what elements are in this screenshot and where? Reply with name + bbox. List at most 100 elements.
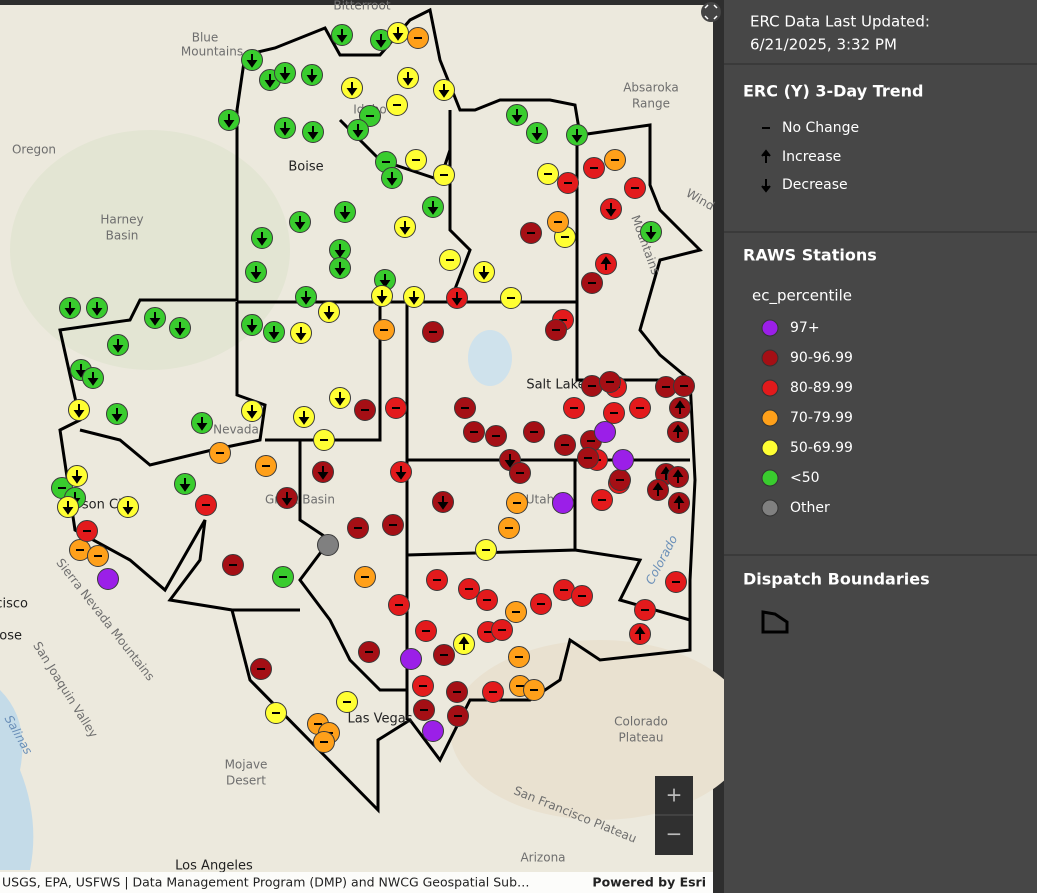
station-marker[interactable] (537, 163, 559, 185)
station-marker[interactable] (289, 211, 311, 233)
station-marker[interactable] (174, 473, 196, 495)
station-marker[interactable] (595, 253, 617, 275)
station-marker[interactable] (397, 67, 419, 89)
station-marker[interactable] (68, 399, 90, 421)
station-marker[interactable] (591, 489, 613, 511)
station-marker[interactable] (218, 109, 240, 131)
station-marker[interactable] (426, 569, 448, 591)
station-marker[interactable] (667, 421, 689, 443)
station-marker[interactable] (604, 149, 626, 171)
station-marker[interactable] (86, 297, 108, 319)
station-marker[interactable] (446, 681, 468, 703)
station-marker[interactable] (354, 566, 376, 588)
station-marker[interactable] (482, 681, 504, 703)
station-marker[interactable] (563, 397, 585, 419)
station-marker[interactable] (505, 601, 527, 623)
station-marker[interactable] (476, 589, 498, 611)
station-marker[interactable] (144, 307, 166, 329)
station-marker[interactable] (433, 644, 455, 666)
station-marker[interactable] (317, 534, 339, 556)
station-marker[interactable] (667, 466, 689, 488)
fullscreen-button[interactable] (701, 2, 721, 22)
station-marker[interactable] (318, 301, 340, 323)
station-marker[interactable] (463, 421, 485, 443)
station-marker[interactable] (97, 568, 119, 590)
station-marker[interactable] (655, 376, 677, 398)
station-marker[interactable] (209, 442, 231, 464)
station-marker[interactable] (453, 633, 475, 655)
station-marker[interactable] (432, 491, 454, 513)
station-marker[interactable] (458, 578, 480, 600)
station-marker[interactable] (312, 461, 334, 483)
station-marker[interactable] (475, 539, 497, 561)
station-marker[interactable] (491, 619, 513, 641)
station-marker[interactable] (373, 319, 395, 341)
station-marker[interactable] (647, 479, 669, 501)
station-marker[interactable] (290, 322, 312, 344)
zoom-in[interactable]: + (666, 783, 683, 807)
station-marker[interactable] (447, 705, 469, 727)
station-marker[interactable] (241, 400, 263, 422)
station-marker[interactable] (276, 487, 298, 509)
station-marker[interactable] (415, 620, 437, 642)
station-marker[interactable] (629, 397, 651, 419)
station-marker[interactable] (413, 699, 435, 721)
station-marker[interactable] (612, 449, 634, 471)
station-marker[interactable] (251, 227, 273, 249)
station-marker[interactable] (169, 317, 191, 339)
station-marker[interactable] (545, 319, 567, 341)
station-marker[interactable] (387, 22, 409, 44)
station-marker[interactable] (107, 334, 129, 356)
station-marker[interactable] (272, 566, 294, 588)
station-marker[interactable] (634, 599, 656, 621)
station-marker[interactable] (506, 492, 528, 514)
station-marker[interactable] (295, 286, 317, 308)
station-marker[interactable] (106, 403, 128, 425)
station-marker[interactable] (354, 399, 376, 421)
station-marker[interactable] (245, 261, 267, 283)
station-marker[interactable] (439, 249, 461, 271)
station-marker[interactable] (358, 641, 380, 663)
station-marker[interactable] (407, 27, 429, 49)
station-marker[interactable] (313, 429, 335, 451)
station-marker[interactable] (640, 221, 662, 243)
station-marker[interactable] (381, 167, 403, 189)
station-marker[interactable] (329, 257, 351, 279)
station-marker[interactable] (594, 421, 616, 443)
station-marker[interactable] (446, 287, 468, 309)
station-marker[interactable] (222, 554, 244, 576)
station-marker[interactable] (624, 177, 646, 199)
station-marker[interactable] (629, 623, 651, 645)
station-marker[interactable] (422, 196, 444, 218)
station-marker[interactable] (57, 496, 79, 518)
station-marker[interactable] (422, 321, 444, 343)
station-marker[interactable] (400, 648, 422, 670)
station-marker[interactable] (509, 462, 531, 484)
station-marker[interactable] (403, 286, 425, 308)
station-marker[interactable] (334, 201, 356, 223)
station-marker[interactable] (191, 412, 213, 434)
station-marker[interactable] (331, 24, 353, 46)
station-marker[interactable] (599, 371, 621, 393)
station-marker[interactable] (76, 520, 98, 542)
station-marker[interactable] (547, 211, 569, 233)
station-marker[interactable] (293, 406, 315, 428)
zoom-out[interactable]: − (666, 822, 683, 846)
station-marker[interactable] (520, 222, 542, 244)
station-marker[interactable] (473, 261, 495, 283)
station-marker[interactable] (347, 119, 369, 141)
station-marker[interactable] (359, 105, 381, 127)
station-marker[interactable] (526, 122, 548, 144)
station-marker[interactable] (609, 469, 631, 491)
station-marker[interactable] (581, 272, 603, 294)
station-marker[interactable] (274, 117, 296, 139)
station-marker[interactable] (603, 402, 625, 424)
station-marker[interactable] (250, 658, 272, 680)
station-marker[interactable] (195, 494, 217, 516)
station-marker[interactable] (274, 62, 296, 84)
station-marker[interactable] (405, 149, 427, 171)
station-marker[interactable] (600, 198, 622, 220)
station-marker[interactable] (506, 104, 528, 126)
station-marker[interactable] (87, 545, 109, 567)
station-marker[interactable] (523, 679, 545, 701)
